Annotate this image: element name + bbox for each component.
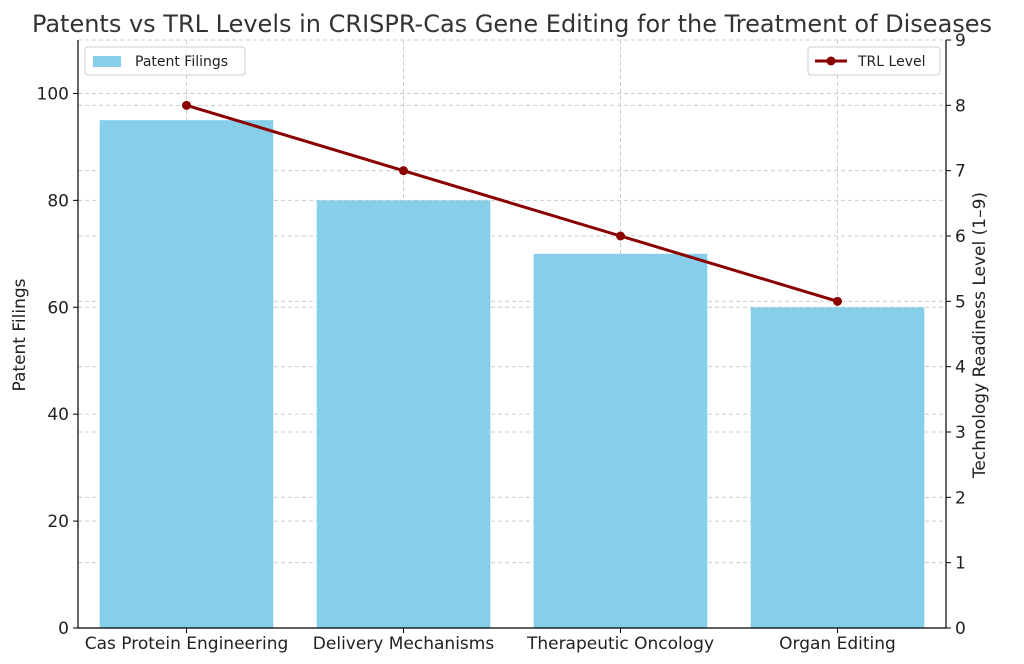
legend-bars: Patent Filings bbox=[85, 47, 245, 75]
y2-tick-label: 3 bbox=[955, 423, 966, 443]
y-tick-label: 0 bbox=[58, 619, 69, 639]
bar bbox=[317, 200, 491, 628]
x-tick-label: Organ Editing bbox=[779, 634, 896, 654]
trl-point bbox=[399, 166, 408, 175]
y2-tick-label: 8 bbox=[955, 96, 966, 116]
trl-point bbox=[616, 232, 625, 241]
y2-axis-label: Technology Readiness Level (1–9) bbox=[970, 192, 990, 479]
y2-tick-label: 6 bbox=[955, 227, 966, 247]
legend-line-label: TRL Level bbox=[857, 54, 925, 70]
y-tick-label: 20 bbox=[47, 512, 69, 532]
y-axis-label: Patent Filings bbox=[10, 278, 30, 391]
y2-tick-label: 0 bbox=[955, 619, 966, 639]
y-tick-label: 100 bbox=[37, 84, 69, 104]
x-tick-label: Therapeutic Oncology bbox=[526, 634, 714, 654]
chart-title: Patents vs TRL Levels in CRISPR-Cas Gene… bbox=[32, 10, 992, 38]
y-tick-label: 40 bbox=[47, 405, 69, 425]
legend-bar-swatch bbox=[93, 56, 121, 67]
bar bbox=[100, 120, 274, 628]
x-tick-label: Delivery Mechanisms bbox=[313, 634, 495, 654]
x-tick-label: Cas Protein Engineering bbox=[85, 634, 289, 654]
trl-point bbox=[182, 101, 191, 110]
y-tick-label: 80 bbox=[47, 191, 69, 211]
bar-series bbox=[100, 120, 925, 628]
y2-tick-label: 1 bbox=[955, 554, 966, 574]
legend-bar-label: Patent Filings bbox=[135, 54, 228, 70]
y2-tick-label: 4 bbox=[955, 358, 966, 378]
trl-point bbox=[833, 297, 842, 306]
legend-line-marker bbox=[827, 57, 836, 66]
bar bbox=[751, 307, 925, 628]
y-tick-label: 60 bbox=[47, 298, 69, 318]
y2-tick-label: 9 bbox=[955, 31, 966, 51]
y2-tick-label: 5 bbox=[955, 292, 966, 312]
bar bbox=[534, 254, 708, 628]
y2-tick-label: 7 bbox=[955, 162, 966, 182]
legend-line: TRL Level bbox=[808, 47, 940, 75]
y2-tick-label: 2 bbox=[955, 488, 966, 508]
line-series bbox=[182, 101, 842, 306]
trl-line bbox=[187, 105, 838, 301]
